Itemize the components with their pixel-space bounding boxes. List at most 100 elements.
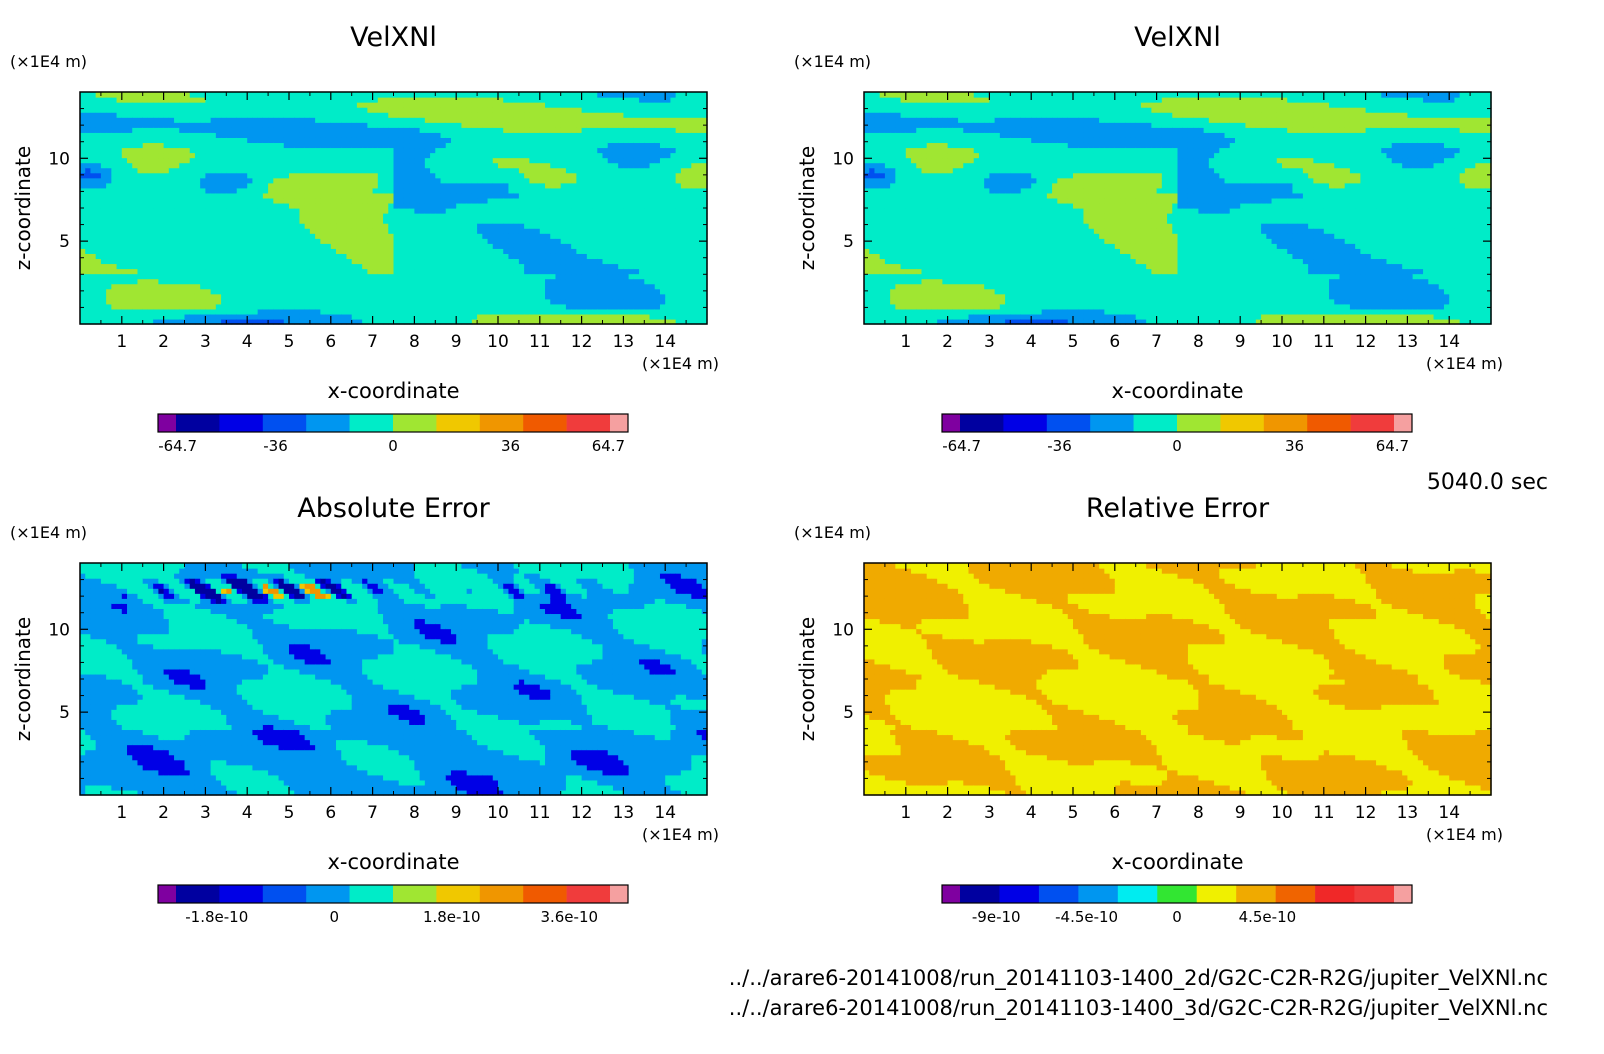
heatmap-cell [241,122,248,128]
heatmap-cell [273,177,280,184]
heatmap-cell [241,177,248,184]
heatmap-cell [393,313,400,320]
heatmap-cell [268,318,274,325]
heatmap-cell [623,112,630,118]
heatmap-cell [597,233,604,239]
heatmap-cell [450,213,457,219]
heatmap-cell [215,278,222,285]
heatmap-cell [163,192,170,199]
heatmap-cell [430,157,436,164]
heatmap-cell [466,248,473,254]
heatmap-cell [137,117,144,123]
heatmap-cell [487,243,494,249]
heatmap-cell [116,308,123,315]
heatmap-cell [477,107,483,113]
heatmap-cell [325,107,332,113]
heatmap-cell [231,152,238,159]
heatmap-cell [121,187,128,194]
heatmap-cell [612,162,619,169]
heatmap-cell [618,157,624,164]
heatmap-cell [576,117,583,123]
heatmap-cell [189,197,196,204]
heatmap-cell [377,223,384,229]
heatmap-cell [388,253,395,260]
heatmap-cell [482,313,489,320]
heatmap-cell [607,223,614,229]
heatmap-cell [607,112,614,118]
heatmap-cell [398,288,405,295]
heatmap-cell [487,263,494,270]
heatmap-cell [471,97,478,103]
heatmap-cell [142,167,149,174]
heatmap-cell [142,122,149,128]
heatmap-cell [304,208,311,214]
heatmap-cell [262,167,269,174]
heatmap-cell [356,202,363,209]
heatmap-cell [356,167,363,174]
heatmap-cell [456,253,463,260]
heatmap-cell [398,298,405,305]
heatmap-cell [602,248,609,254]
heatmap-cell [205,122,212,128]
heatmap-cell [513,192,520,199]
heatmap-cell [581,102,588,108]
heatmap-cell [560,202,567,209]
heatmap-cell [393,147,400,154]
heatmap-cell [560,293,567,300]
heatmap-cell [445,258,452,265]
heatmap-cell [289,313,295,320]
heatmap-cell [498,228,504,234]
heatmap-cell [215,228,222,234]
heatmap-cell [200,278,206,285]
heatmap-cell [116,243,123,249]
heatmap-cell [644,253,651,260]
heatmap-cell [571,117,577,123]
heatmap-cell [471,218,478,224]
heatmap-cell [356,233,363,239]
heatmap-cell [602,102,609,108]
heatmap-cell [346,142,353,149]
heatmap-cell [602,182,609,189]
heatmap-cell [539,147,546,154]
heatmap-cell [565,243,572,249]
heatmap-cell [555,273,562,280]
heatmap-cell [450,132,457,138]
heatmap-cell [440,107,447,113]
heatmap-cell [602,278,609,285]
heatmap-cell [174,112,180,118]
heatmap-cell [362,283,368,290]
heatmap-cell [477,273,483,280]
heatmap-cell [189,213,196,219]
heatmap-cell [482,213,489,219]
heatmap-cell [325,142,332,149]
heatmap-cell [80,273,86,280]
heatmap-cell [252,268,259,275]
heatmap-cell [644,223,651,229]
heatmap-cell [607,268,614,275]
heatmap-cell [508,152,515,159]
heatmap-cell [456,142,463,149]
heatmap-cell [236,273,243,280]
heatmap-cell [121,177,128,184]
heatmap-cell [362,137,368,144]
heatmap-cell [545,263,551,270]
heatmap-cell [471,233,478,239]
heatmap-cell [393,278,400,285]
heatmap-cell [503,308,510,315]
heatmap-cell [179,223,186,229]
heatmap-cell [513,152,520,159]
heatmap-cell [586,278,593,285]
heatmap-cell [294,253,301,260]
heatmap-cell [257,218,264,224]
heatmap-cell [90,318,97,325]
heatmap-cell [294,192,301,199]
heatmap-cell [518,132,525,138]
heatmap-cell [262,248,269,254]
heatmap-cell [424,273,431,280]
heatmap-cell [372,157,379,164]
heatmap-cell [362,233,368,239]
heatmap-cell [226,283,233,290]
heatmap-cell [367,293,374,300]
heatmap-cell [403,208,410,214]
heatmap-cell [294,112,301,118]
